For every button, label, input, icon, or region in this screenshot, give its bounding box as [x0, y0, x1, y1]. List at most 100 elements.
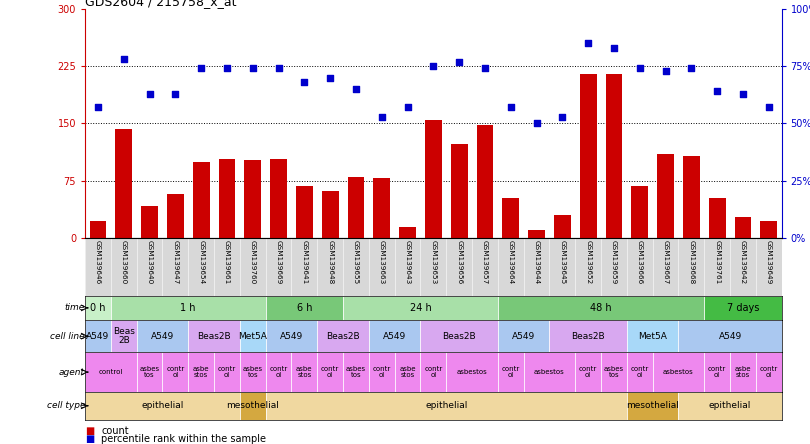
Point	[272, 65, 285, 72]
Point	[324, 74, 337, 81]
Text: GSM139668: GSM139668	[688, 240, 694, 284]
Bar	[450, 144, 467, 238]
Point	[194, 65, 207, 72]
Bar	[188, 352, 214, 392]
Text: asbe
stos: asbe stos	[399, 366, 416, 378]
Bar	[683, 155, 700, 238]
Bar	[761, 221, 777, 238]
Bar	[90, 221, 106, 238]
Text: GSM139653: GSM139653	[430, 240, 437, 284]
Text: GSM139652: GSM139652	[585, 240, 591, 284]
Bar	[292, 352, 318, 392]
Text: cell type: cell type	[46, 401, 85, 410]
Bar	[167, 194, 184, 238]
Text: GSM139659: GSM139659	[611, 240, 617, 284]
Bar	[756, 352, 782, 392]
Point	[427, 63, 440, 70]
Text: GDS2604 / 215758_x_at: GDS2604 / 215758_x_at	[85, 0, 237, 8]
Point	[143, 90, 156, 97]
Bar	[85, 392, 240, 420]
Text: GSM139664: GSM139664	[508, 240, 514, 284]
Bar	[85, 352, 137, 392]
Bar	[137, 352, 163, 392]
Point	[220, 65, 233, 72]
Text: GSM139645: GSM139645	[560, 240, 565, 284]
Bar	[580, 74, 596, 238]
Point	[117, 56, 130, 63]
Text: 24 h: 24 h	[410, 303, 431, 313]
Text: Met5A: Met5A	[638, 332, 667, 341]
Text: contr
ol: contr ol	[218, 366, 236, 378]
Text: A549: A549	[718, 332, 742, 341]
Bar	[85, 320, 111, 352]
Bar	[163, 352, 188, 392]
Bar	[266, 296, 343, 320]
Text: contr
ol: contr ol	[321, 366, 339, 378]
Text: 1 h: 1 h	[181, 303, 196, 313]
Text: GSM139663: GSM139663	[379, 240, 385, 284]
Text: asbes
tos: asbes tos	[243, 366, 262, 378]
Bar	[653, 352, 704, 392]
Text: epithelial: epithelial	[709, 401, 751, 410]
Text: asbes
tos: asbes tos	[139, 366, 160, 378]
Text: 7 days: 7 days	[727, 303, 759, 313]
Text: A549: A549	[383, 332, 407, 341]
Bar	[343, 352, 369, 392]
Bar	[369, 352, 394, 392]
Bar	[85, 296, 111, 320]
Bar	[528, 230, 545, 238]
Text: contr
ol: contr ol	[579, 366, 597, 378]
Bar	[498, 296, 704, 320]
Text: GSM139761: GSM139761	[714, 240, 720, 284]
Text: epithelial: epithelial	[425, 401, 467, 410]
Text: GSM139640: GSM139640	[147, 240, 152, 284]
Bar	[137, 320, 188, 352]
Bar	[523, 352, 575, 392]
Bar	[657, 154, 674, 238]
Text: GSM139666: GSM139666	[637, 240, 643, 284]
Point	[736, 90, 749, 97]
Text: GSM139648: GSM139648	[327, 240, 333, 284]
Bar	[296, 186, 313, 238]
Bar	[679, 392, 782, 420]
Text: A549: A549	[279, 332, 303, 341]
Text: contr
ol: contr ol	[424, 366, 442, 378]
Text: GSM139661: GSM139661	[224, 240, 230, 284]
Point	[298, 79, 311, 86]
Point	[168, 90, 181, 97]
Point	[92, 104, 104, 111]
Bar	[631, 186, 648, 238]
Bar	[240, 392, 266, 420]
Text: A549: A549	[87, 332, 109, 341]
Bar	[704, 352, 730, 392]
Text: agent: agent	[59, 368, 85, 377]
Bar	[369, 320, 420, 352]
Bar	[476, 125, 493, 238]
Bar	[318, 320, 369, 352]
Text: GSM139760: GSM139760	[249, 240, 256, 284]
Text: Beas2B: Beas2B	[442, 332, 476, 341]
Point	[375, 113, 388, 120]
Text: asbestos: asbestos	[534, 369, 565, 375]
Text: GSM139643: GSM139643	[404, 240, 411, 284]
Text: Beas2B: Beas2B	[571, 332, 605, 341]
Text: A549: A549	[151, 332, 174, 341]
Bar	[420, 352, 446, 392]
Text: GSM139657: GSM139657	[482, 240, 488, 284]
Bar	[498, 352, 523, 392]
Text: asbes
tos: asbes tos	[604, 366, 624, 378]
Point	[582, 40, 595, 47]
Text: asbestos: asbestos	[663, 369, 694, 375]
Bar	[679, 320, 782, 352]
Point	[556, 113, 569, 120]
Text: count: count	[101, 426, 129, 436]
Point	[530, 120, 543, 127]
Text: mesothelial: mesothelial	[226, 401, 279, 410]
Text: asbe
stos: asbe stos	[296, 366, 313, 378]
Text: GSM139656: GSM139656	[456, 240, 463, 284]
Point	[505, 104, 518, 111]
Bar	[399, 226, 416, 238]
Point	[608, 44, 620, 52]
Bar	[735, 217, 752, 238]
Point	[633, 65, 646, 72]
